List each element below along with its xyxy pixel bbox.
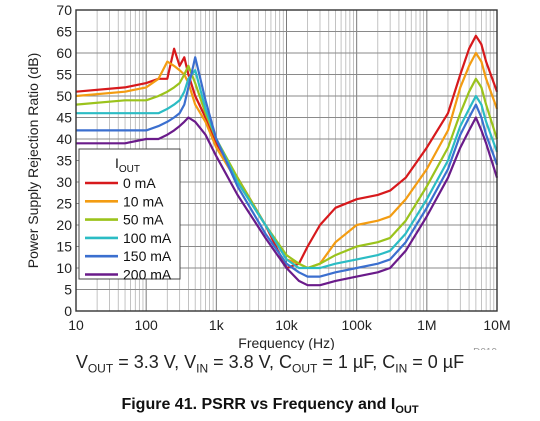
- caption-text: Figure 41. PSRR vs Frequency and I: [121, 396, 396, 413]
- legend-title: IOUT: [115, 155, 140, 175]
- x-tick-label: 1M: [417, 317, 436, 333]
- test-conditions: VOUT = 3.3 V, VIN = 3.8 V, COUT = 1 µF, …: [0, 352, 540, 376]
- legend-label: 0 mA: [123, 175, 156, 191]
- figure-code: D019: [473, 347, 497, 350]
- legend-label: 50 mA: [123, 212, 164, 228]
- legend-label: 10 mA: [123, 193, 164, 209]
- series-line-100-ma: [76, 69, 499, 270]
- x-tick-label: 100k: [341, 317, 372, 333]
- series-line-150-ma: [76, 56, 499, 278]
- y-tick-label: 65: [56, 24, 72, 40]
- y-tick-label: 30: [56, 174, 72, 190]
- cout-symbol: C: [279, 352, 293, 372]
- vin-symbol: V: [184, 352, 197, 372]
- y-tick-label: 40: [56, 131, 72, 147]
- y-tick-label: 60: [56, 45, 72, 61]
- cin-value: = 0 µF: [407, 352, 465, 372]
- y-tick-label: 25: [56, 196, 72, 212]
- x-tick-label: 1k: [209, 317, 225, 333]
- x-tick-label: 100: [134, 317, 158, 333]
- y-tick-label: 0: [64, 303, 72, 319]
- series-line-50-ma: [75, 64, 499, 270]
- figure-caption: Figure 41. PSRR vs Frequency and IOUT: [0, 396, 540, 416]
- y-tick-label: 15: [56, 239, 72, 255]
- vin-subscript: IN: [196, 361, 209, 376]
- y-tick-label: 20: [56, 217, 72, 233]
- y-tick-label: 5: [64, 282, 72, 298]
- series-group: [75, 34, 499, 287]
- caption-subscript: OUT: [395, 404, 419, 417]
- y-tick-label: 35: [56, 153, 72, 169]
- x-tick-label: 10: [68, 317, 84, 333]
- legend-label: 200 mA: [123, 267, 172, 283]
- cin-symbol: C: [382, 352, 396, 372]
- series-line-200-ma: [76, 116, 499, 287]
- y-tick-label: 10: [56, 260, 72, 276]
- plot-frame: [75, 9, 498, 312]
- cin-subscript: IN: [395, 361, 408, 376]
- vin-value: = 3.8 V,: [208, 352, 280, 372]
- y-tick-label: 45: [56, 110, 72, 126]
- psrr-chart: 0 5 10 15 20 25 30 35 40 45 50 55 60 65 70 10 100 1k 10k 10…: [25, 2, 511, 350]
- y-tick-label: 55: [56, 67, 72, 83]
- x-tick-label: 10M: [483, 317, 510, 333]
- x-tick-label: 10k: [275, 317, 299, 333]
- vout-subscript: OUT: [87, 361, 114, 376]
- y-tick-label: 70: [56, 2, 72, 18]
- x-axis-title: Frequency (Hz): [238, 335, 334, 350]
- y-axis-title: Power Supply Rejection Ratio (dB): [25, 53, 41, 269]
- vout-symbol: V: [75, 352, 88, 372]
- cout-value: = 1 µF,: [317, 352, 383, 372]
- legend-label: 150 mA: [123, 248, 172, 264]
- vout-value: = 3.3 V,: [113, 352, 185, 372]
- legend-label: 100 mA: [123, 230, 172, 246]
- y-tick-label: 50: [56, 88, 72, 104]
- cout-subscript: OUT: [292, 361, 318, 376]
